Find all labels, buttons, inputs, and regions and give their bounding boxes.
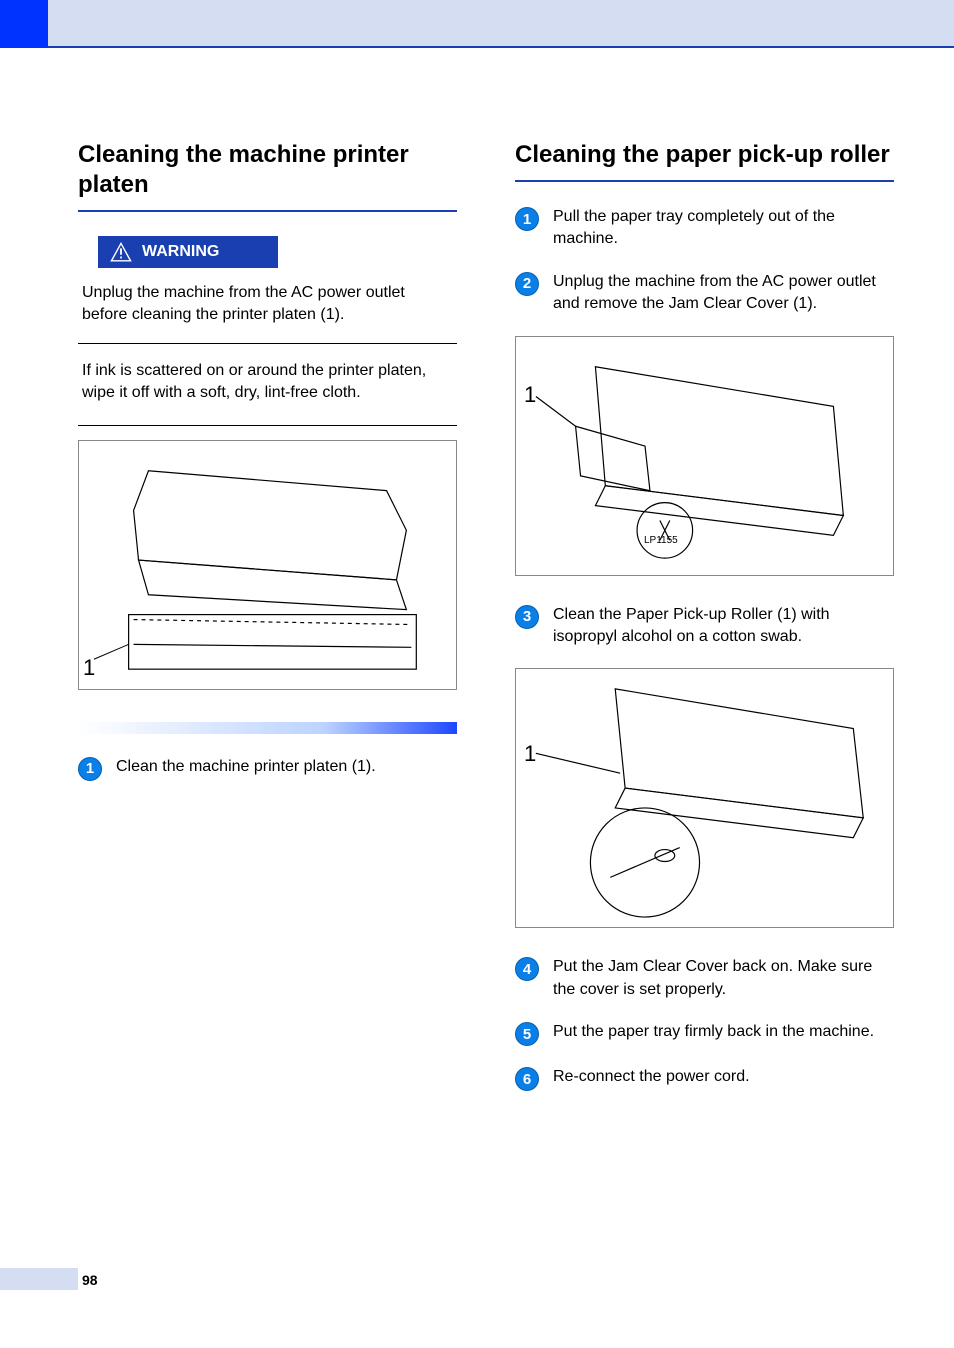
step-bullet-icon: 5 — [515, 1022, 539, 1046]
step-text: Clean the machine printer platen (1). — [116, 756, 376, 778]
figure-callout-1: 1 — [524, 382, 536, 408]
section-rule — [515, 180, 894, 182]
warning-box: WARNING Unplug the machine from the AC p… — [78, 236, 457, 344]
step-item: 1 Clean the machine printer platen (1). — [78, 756, 457, 781]
page-root: Cleaning the machine printer platen WARN… — [0, 0, 954, 1348]
spacer — [515, 582, 894, 604]
note-text: If ink is scattered on or around the pri… — [78, 360, 457, 405]
step-text: Unplug the machine from the AC power out… — [553, 271, 894, 316]
gradient-divider — [78, 722, 457, 734]
content-columns: Cleaning the machine printer platen WARN… — [78, 140, 894, 1288]
left-section-title: Cleaning the machine printer platen — [78, 140, 457, 200]
left-steps: 1 Clean the machine printer platen (1). — [78, 756, 457, 801]
step-item: 1 Pull the paper tray completely out of … — [515, 206, 894, 251]
step-item: 2 Unplug the machine from the AC power o… — [515, 271, 894, 316]
step-text: Put the paper tray firmly back in the ma… — [553, 1021, 874, 1043]
printer-rear-illustration — [516, 337, 893, 575]
step-bullet-icon: 6 — [515, 1067, 539, 1091]
warning-triangle-icon — [110, 242, 132, 262]
left-figure-platen: 1 — [78, 440, 457, 690]
printer-roller-illustration — [516, 669, 893, 927]
figure-callout-1: 1 — [524, 741, 536, 767]
step-bullet-icon: 4 — [515, 957, 539, 981]
right-column: Cleaning the paper pick-up roller 1 Pull… — [515, 140, 894, 1288]
step-item: 4 Put the Jam Clear Cover back on. Make … — [515, 956, 894, 1001]
warning-label: WARNING — [142, 243, 219, 261]
step-text: Re-connect the power cord. — [553, 1066, 750, 1088]
step-bullet-icon: 2 — [515, 272, 539, 296]
step-bullet-icon: 3 — [515, 605, 539, 629]
step-text: Clean the Paper Pick-up Roller (1) with … — [553, 604, 894, 649]
warning-text: Unplug the machine from the AC power out… — [78, 282, 457, 327]
right-steps-bottom: 4 Put the Jam Clear Cover back on. Make … — [515, 956, 894, 1111]
page-number-strip — [0, 1268, 78, 1290]
spacer — [515, 934, 894, 956]
left-column: Cleaning the machine printer platen WARN… — [78, 140, 457, 1288]
right-figure-roller: 1 — [515, 668, 894, 928]
step-text: Pull the paper tray completely out of th… — [553, 206, 894, 251]
right-section-title: Cleaning the paper pick-up roller — [515, 140, 894, 170]
step-item: 3 Clean the Paper Pick-up Roller (1) wit… — [515, 604, 894, 649]
warning-header: WARNING — [98, 236, 278, 268]
figure-part-number: LP1155 — [644, 535, 678, 546]
printer-platen-illustration — [79, 441, 456, 689]
step-text: Put the Jam Clear Cover back on. Make su… — [553, 956, 894, 1001]
right-steps-top: 1 Pull the paper tray completely out of … — [515, 206, 894, 336]
spine-tab — [0, 0, 48, 48]
section-rule — [78, 210, 457, 212]
header-band — [0, 0, 954, 48]
note-block: If ink is scattered on or around the pri… — [78, 360, 457, 426]
page-number: 98 — [82, 1272, 98, 1288]
right-figure-jam-cover: 1 LP1155 — [515, 336, 894, 576]
step-bullet-icon: 1 — [78, 757, 102, 781]
step-bullet-icon: 1 — [515, 207, 539, 231]
figure-callout-1: 1 — [83, 655, 95, 681]
step-item: 5 Put the paper tray firmly back in the … — [515, 1021, 894, 1046]
step-item: 6 Re-connect the power cord. — [515, 1066, 894, 1091]
